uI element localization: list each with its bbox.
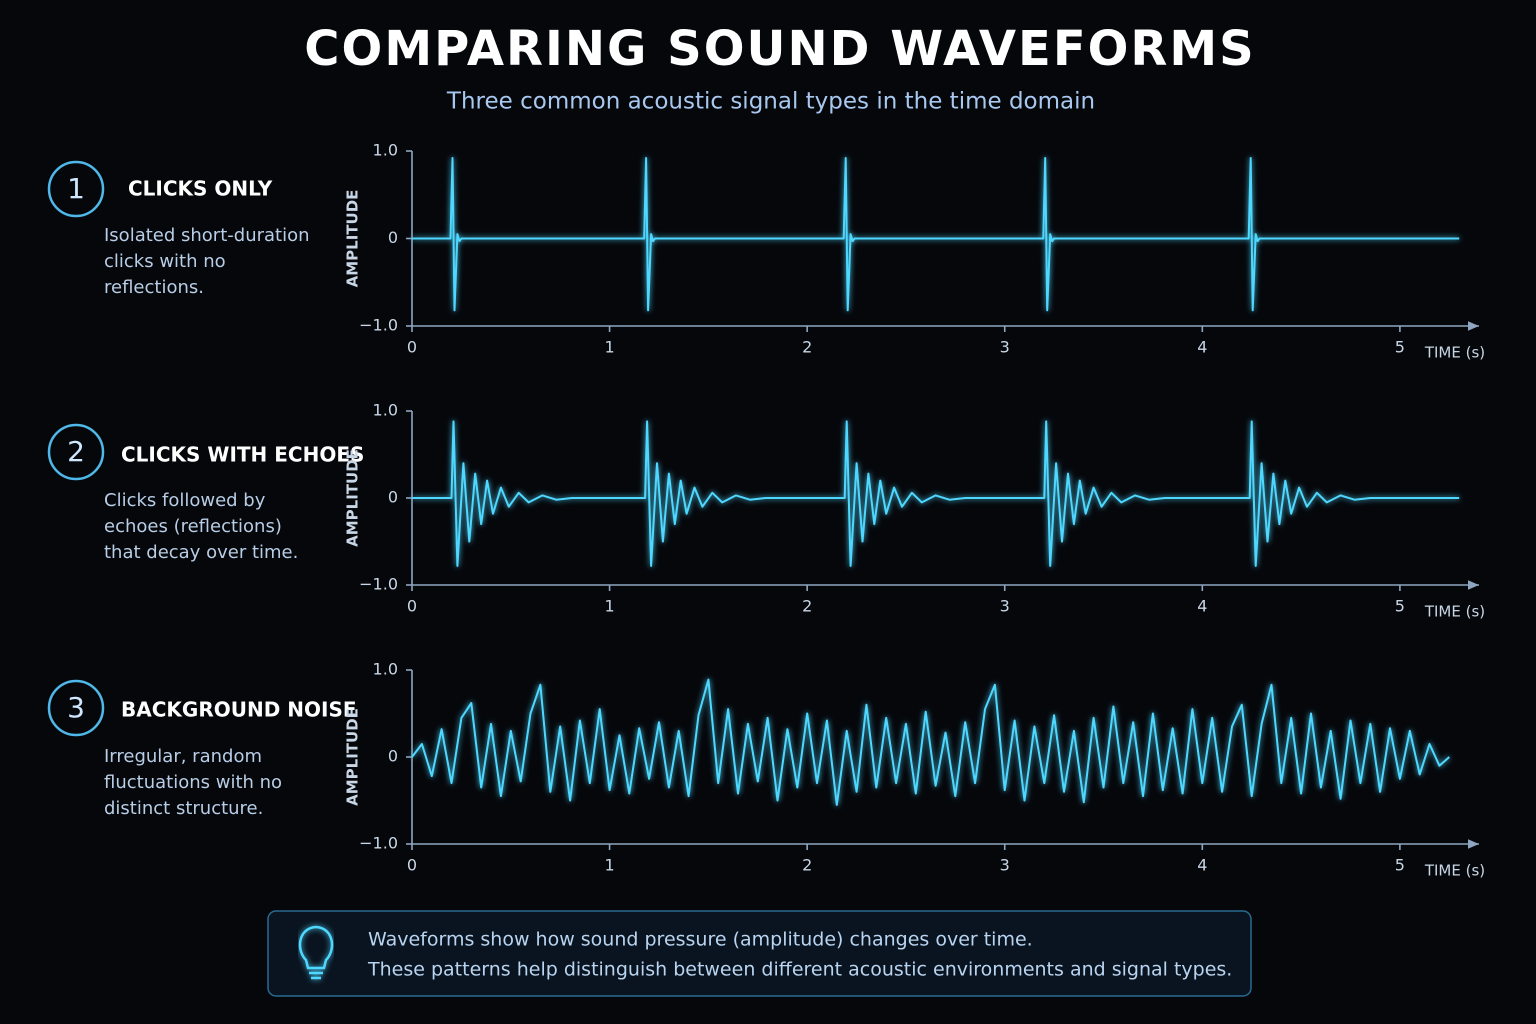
panel-description: Isolated short-duration — [104, 225, 310, 246]
waveform — [411, 678, 1450, 806]
step-number: 2 — [67, 435, 85, 468]
y-tick-label: −1.0 — [359, 834, 398, 853]
y-tick-label: 1.0 — [373, 401, 398, 420]
x-tick-label: 5 — [1395, 338, 1405, 357]
x-tick-label: 0 — [407, 338, 417, 357]
waveform — [412, 157, 1460, 312]
x-tick-label: 3 — [1000, 597, 1010, 616]
x-tick-label: 1 — [604, 597, 614, 616]
x-axis-label: TIME (s) — [1424, 862, 1485, 880]
panel-description: clicks with no — [104, 251, 226, 272]
x-tick-label: 2 — [802, 338, 812, 357]
panel-description: Irregular, random — [104, 746, 262, 767]
y-tick-label: 0 — [388, 228, 398, 247]
x-tick-label: 0 — [407, 597, 417, 616]
panel-title: BACKGROUND NOISE — [121, 698, 357, 722]
note-line: These patterns help distinguish between … — [367, 959, 1232, 981]
panel-description: fluctuations with no — [104, 772, 282, 793]
note-box — [267, 910, 1252, 997]
panel-description: reflections. — [104, 277, 204, 298]
y-axis-label: AMPLITUDE — [344, 708, 362, 806]
x-tick-label: 4 — [1197, 856, 1207, 875]
y-axis-label: AMPLITUDE — [344, 190, 362, 288]
x-tick-label: 5 — [1395, 597, 1405, 616]
x-tick-label: 3 — [1000, 856, 1010, 875]
step-number: 3 — [67, 691, 85, 724]
x-tick-label: 3 — [1000, 338, 1010, 357]
x-tick-label: 2 — [802, 597, 812, 616]
note-line: Waveforms show how sound pressure (ampli… — [368, 929, 1033, 951]
x-tick-label: 5 — [1395, 856, 1405, 875]
x-tick-label: 4 — [1197, 338, 1207, 357]
panel-title: CLICKS ONLY — [128, 177, 273, 201]
step-circle — [47, 679, 105, 737]
y-tick-label: −1.0 — [359, 316, 398, 335]
subtitle: Three common acoustic signal types in th… — [446, 89, 1095, 115]
panel-title: CLICKS WITH ECHOES — [121, 443, 364, 467]
x-tick-label: 4 — [1197, 597, 1207, 616]
y-tick-label: −1.0 — [359, 575, 398, 594]
title: COMPARING SOUND WAVEFORMS — [304, 21, 1255, 77]
y-tick-label: 1.0 — [373, 660, 398, 679]
panel-description: that decay over time. — [104, 542, 298, 563]
panel-description: Clicks followed by — [104, 490, 266, 511]
y-axis-label: AMPLITUDE — [344, 449, 362, 547]
step-circle — [47, 160, 105, 218]
x-tick-label: 2 — [802, 856, 812, 875]
y-tick-label: 0 — [388, 488, 398, 507]
x-tick-label: 1 — [604, 856, 614, 875]
x-tick-label: 0 — [407, 856, 417, 875]
step-circle — [47, 423, 105, 481]
panel-description: echoes (reflections) — [104, 516, 282, 537]
y-tick-label: 0 — [388, 747, 398, 766]
step-number: 1 — [67, 172, 85, 205]
x-axis-label: TIME (s) — [1424, 344, 1485, 362]
panel-description: distinct structure. — [104, 798, 263, 819]
x-axis-label: TIME (s) — [1424, 603, 1485, 621]
bulb-icon — [298, 925, 334, 980]
y-tick-label: 1.0 — [373, 141, 398, 160]
x-tick-label: 1 — [604, 338, 614, 357]
waveform — [412, 420, 1460, 567]
